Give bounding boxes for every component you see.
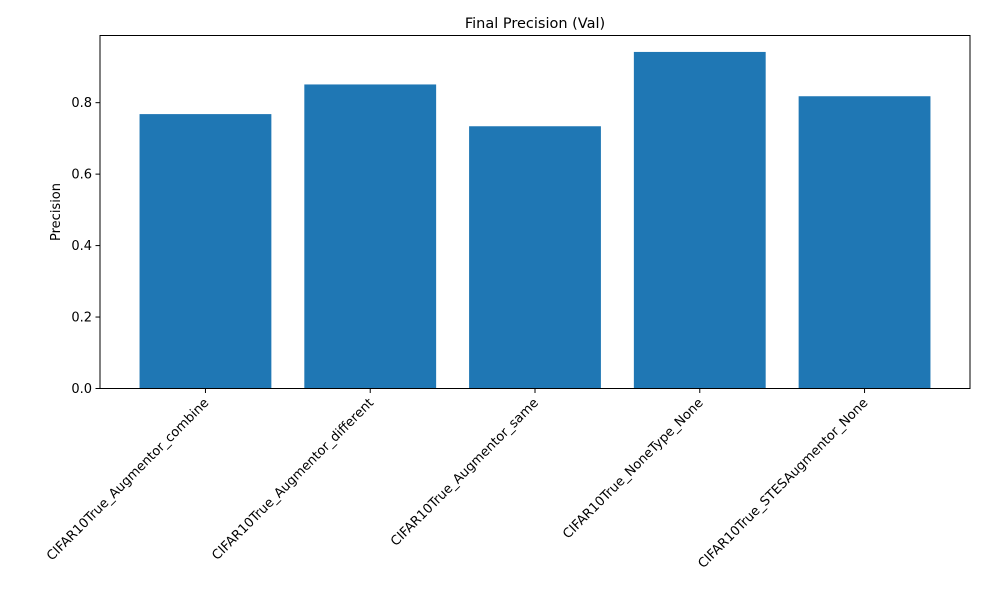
y-tick-label: 0.6	[71, 168, 92, 183]
bars-group	[139, 51, 931, 389]
bar-3	[469, 126, 601, 389]
x-tick-label: CIFAR10True_Augmentor_different	[209, 396, 377, 564]
x-tick-label: CIFAR10True_Augmentor_combine	[44, 396, 212, 564]
y-axis-label: Precision	[49, 183, 64, 241]
bar-1	[139, 114, 272, 389]
chart-title: Final Precision (Val)	[465, 16, 605, 32]
x-tick-label: CIFAR10True_NoneType_None	[560, 396, 706, 542]
y-tick-label: 0.2	[71, 311, 92, 326]
x-ticks-group: CIFAR10True_Augmentor_combineCIFAR10True…	[44, 388, 871, 572]
y-tick-label: 0.0	[71, 382, 92, 397]
bar-2	[304, 84, 437, 389]
y-tick-label: 0.8	[71, 96, 92, 111]
x-tick-label: CIFAR10True_STESAugmentor_None	[695, 396, 871, 572]
y-tick-label: 0.4	[71, 239, 92, 254]
y-ticks-group: 0.0 0.2 0.4 0.6 0.8	[71, 96, 100, 397]
x-tick-label: CIFAR10True_Augmentor_same	[388, 396, 542, 550]
plot-frame	[99, 35, 971, 389]
bar-4	[633, 51, 766, 389]
bar-5	[798, 96, 931, 389]
